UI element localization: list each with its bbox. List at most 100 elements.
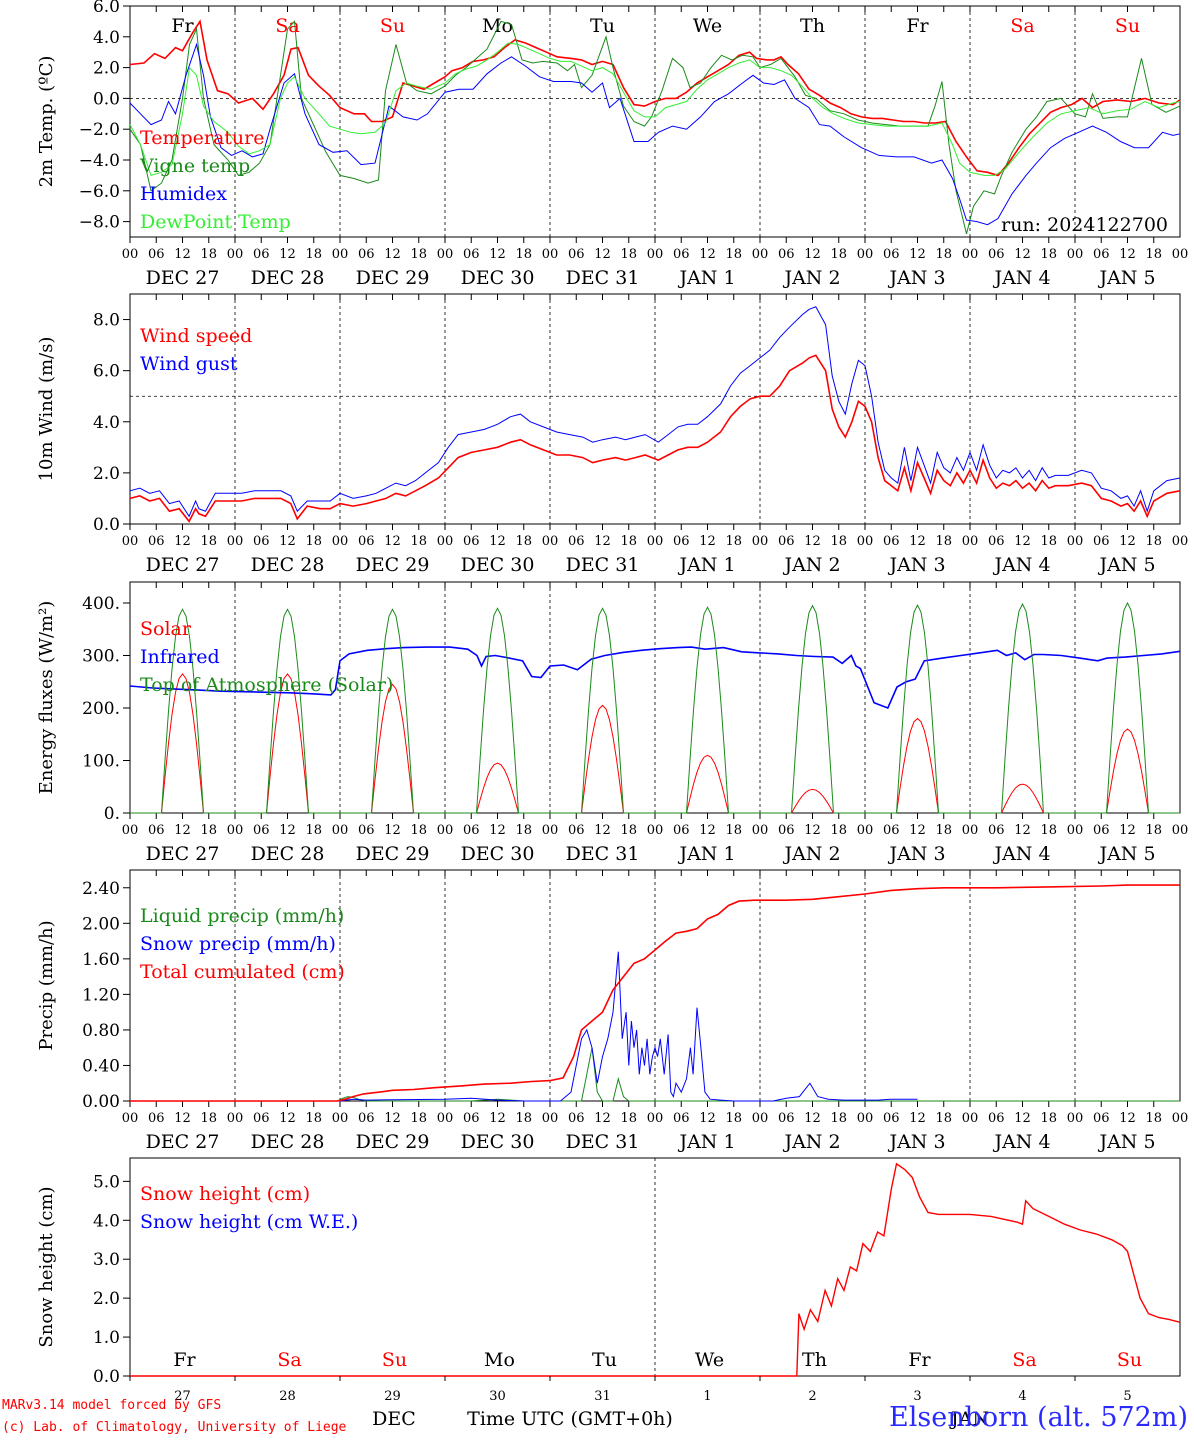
y-tick-label: 1.0: [93, 1328, 120, 1348]
day-name: We: [693, 15, 722, 37]
y-tick-label: 300.: [82, 647, 120, 667]
hour-tick-label: 06: [1093, 534, 1110, 549]
hour-tick-label: 06: [568, 1111, 585, 1126]
hour-tick-label: 00: [647, 1111, 664, 1126]
hour-tick-label: 00: [332, 247, 349, 262]
day-number: 5: [1123, 1389, 1131, 1404]
hour-tick-label: 00: [647, 247, 664, 262]
date-label: DEC 31: [566, 267, 640, 289]
hour-tick-label: 12: [804, 247, 821, 262]
series-line-liquid-precip-mm-h-: [130, 1047, 1180, 1102]
legend-entry: Wind speed: [140, 325, 252, 347]
day-name: Fr: [906, 15, 929, 37]
date-label: DEC 30: [461, 843, 535, 865]
hour-tick-label: 00: [542, 247, 559, 262]
series-line-snow-height-cm-: [130, 1162, 1181, 1377]
day-name: Fr: [908, 1349, 931, 1371]
hour-tick-label: 12: [909, 534, 926, 549]
hour-tick-label: 12: [699, 247, 716, 262]
hour-tick-label: 18: [515, 823, 532, 838]
hour-tick-label: 12: [594, 247, 611, 262]
hour-tick-label: 06: [778, 534, 795, 549]
hour-tick-label: 06: [463, 247, 480, 262]
day-number: 31: [594, 1389, 611, 1404]
y-tick-label: 1.20: [82, 985, 120, 1005]
hour-tick-label: 06: [358, 534, 375, 549]
hour-tick-label: 18: [1145, 247, 1162, 262]
date-label: DEC 28: [251, 267, 325, 289]
hour-tick-label: 18: [725, 534, 742, 549]
date-label: JAN 3: [887, 1131, 945, 1153]
hour-tick-label: 00: [1067, 247, 1084, 262]
hour-tick-label: 18: [305, 534, 322, 549]
hour-tick-label: 00: [1067, 1111, 1084, 1126]
day-name: Tu: [590, 15, 615, 37]
y-axis-label: Snow height (cm): [36, 1186, 57, 1347]
panel-4: 2.40 2.00 1.60 1.20 0.80 0.40 0.00 Precip (mm/h…: [36, 869, 1188, 1153]
hour-tick-label: 06: [1093, 247, 1110, 262]
y-tick-label: 2.0: [93, 1289, 120, 1309]
hour-tick-label: 18: [200, 1111, 217, 1126]
hour-tick-label: 12: [804, 1111, 821, 1126]
day-name: Mo: [484, 1349, 515, 1371]
hour-tick-label: 06: [883, 1111, 900, 1126]
hour-tick-label: 18: [305, 823, 322, 838]
day-number: 29: [384, 1389, 401, 1404]
y-tick-label: 0.00: [82, 1092, 120, 1112]
hour-tick-label: 18: [830, 534, 847, 549]
hour-tick-label: 00: [752, 1111, 769, 1126]
y-tick-label: 2.40: [82, 879, 120, 899]
series-line-dewpoint-temp: [129, 42, 1181, 177]
hour-tick-label: 06: [253, 823, 270, 838]
hour-tick-label: 00: [962, 823, 979, 838]
date-label: JAN 2: [782, 843, 840, 865]
date-label: JAN 2: [782, 554, 840, 576]
hour-tick-label: 06: [148, 534, 165, 549]
hour-tick-label: 12: [1014, 534, 1031, 549]
hour-tick-label: 18: [1040, 823, 1057, 838]
hour-tick-label: 12: [279, 247, 296, 262]
day-name: Su: [382, 1349, 407, 1371]
hour-tick-label: 00: [752, 534, 769, 549]
hour-tick-label: 00: [962, 1111, 979, 1126]
series-line-humidex: [129, 42, 1181, 226]
date-label: JAN 4: [992, 554, 1050, 576]
hour-tick-label: 06: [148, 823, 165, 838]
hour-tick-label: 06: [1093, 1111, 1110, 1126]
hour-tick-label: 12: [1014, 823, 1031, 838]
hour-tick-label: 06: [568, 534, 585, 549]
date-label: DEC 29: [356, 267, 430, 289]
hour-tick-label: 06: [463, 1111, 480, 1126]
footer-model-credit: MARv3.14 model forced by GFS: [2, 1398, 222, 1413]
hour-tick-label: 12: [1119, 823, 1136, 838]
y-tick-label: −4.0: [79, 151, 120, 171]
legend-entry: Solar: [140, 618, 192, 640]
hour-tick-label: 18: [725, 1111, 742, 1126]
panel-3: 400. 300. 200. 100. 0. Energy fluxes (W/m²) 00…: [36, 581, 1188, 865]
hour-tick-label: 12: [804, 823, 821, 838]
y-tick-label: 3.0: [93, 1250, 120, 1270]
hour-tick-label: 12: [594, 1111, 611, 1126]
hour-tick-label: 12: [279, 534, 296, 549]
hour-tick-label: 06: [358, 247, 375, 262]
hour-tick-label: 00: [857, 823, 874, 838]
hour-tick-label: 00: [752, 247, 769, 262]
day-name: Fr: [173, 1349, 196, 1371]
hour-tick-label: 00: [542, 534, 559, 549]
hour-tick-label: 18: [1145, 534, 1162, 549]
hour-tick-label: 06: [568, 247, 585, 262]
hour-tick-label: 12: [489, 823, 506, 838]
month-label-jan: JAN: [949, 1408, 989, 1430]
hour-tick-label: 18: [305, 247, 322, 262]
series-line-vigne-temp: [129, 20, 1181, 235]
day-number: 3: [913, 1389, 921, 1404]
hour-tick-label: 18: [305, 1111, 322, 1126]
day-number: 1: [703, 1389, 711, 1404]
y-axis-label: 10m Wind (m/s): [36, 337, 57, 482]
hour-tick-label: 18: [1040, 247, 1057, 262]
hour-tick-label: 12: [594, 534, 611, 549]
day-name: Tu: [592, 1349, 617, 1371]
legend-entry: Snow height (cm): [140, 1183, 310, 1205]
hour-tick-label: 00: [437, 823, 454, 838]
